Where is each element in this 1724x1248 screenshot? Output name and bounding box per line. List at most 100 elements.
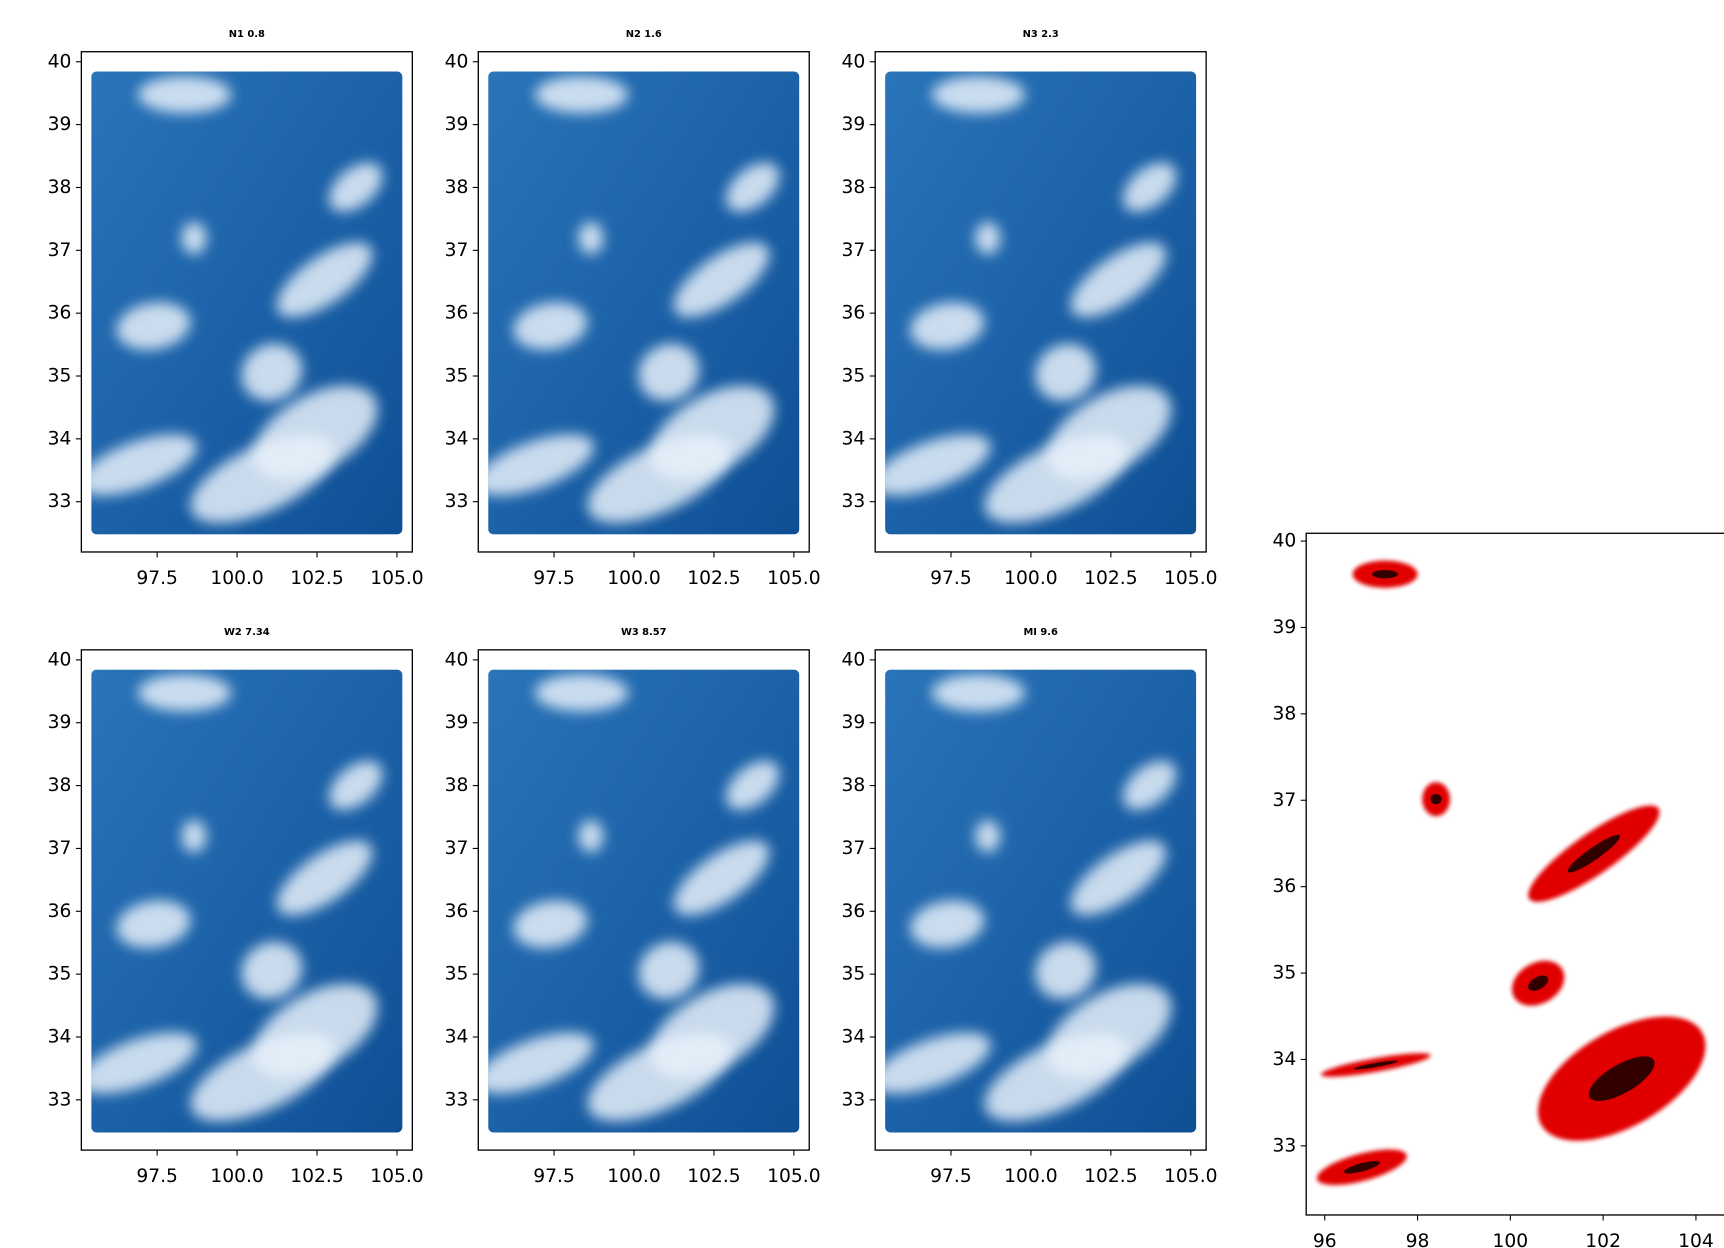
image — [91, 71, 403, 535]
cloud — [885, 1032, 991, 1094]
cloud — [190, 434, 335, 523]
cloud — [181, 820, 207, 853]
y-tick-label: 34 — [842, 1026, 866, 1047]
cloud — [726, 162, 780, 212]
axes-frame — [1305, 532, 1724, 1216]
cloud — [513, 302, 588, 350]
x-tick-label: 98 — [1406, 1231, 1430, 1248]
cloud — [190, 1032, 335, 1122]
y-tick-label: 39 — [842, 712, 866, 733]
x-tick-label: 100.0 — [607, 1166, 661, 1187]
y-tick-label: 39 — [48, 114, 72, 135]
cloud — [587, 1032, 732, 1122]
y-tick-label: 37 — [842, 240, 866, 261]
x-tick-label: 100.0 — [210, 1166, 264, 1187]
cloud — [137, 76, 232, 114]
cloud — [931, 76, 1026, 114]
y-tick-label: 38 — [445, 177, 469, 198]
y-tick-label: 38 — [48, 177, 72, 198]
image — [885, 71, 1197, 535]
dark-core — [1343, 1161, 1380, 1174]
dark-core — [1372, 570, 1399, 579]
y-tick-label: 34 — [445, 1026, 469, 1047]
axes-frame — [874, 51, 1207, 553]
y-tick-label: 34 — [1273, 1049, 1297, 1070]
y-tick-label: 39 — [445, 712, 469, 733]
y-tick-label: 37 — [445, 838, 469, 859]
y-tick-label: 40 — [445, 649, 469, 670]
y-tick-label: 35 — [48, 964, 72, 985]
y-tick-label: 33 — [48, 1089, 72, 1110]
cloud — [673, 840, 770, 916]
cloud — [137, 674, 232, 712]
subplot: 97.5 100.0 102.5 105.0 33 34 35 36 37 38 39 40 N3 2.… — [842, 29, 1218, 589]
cloud — [276, 840, 373, 916]
subplot-title: N1 0.8 — [229, 29, 265, 40]
x-tick-label: 100.0 — [1004, 568, 1058, 589]
cloud — [984, 1032, 1129, 1122]
cloud — [91, 1032, 197, 1094]
dark-core — [1528, 975, 1549, 991]
image — [1316, 560, 1706, 1186]
x-tick-label: 102.5 — [290, 568, 344, 589]
y-tick-label: 36 — [842, 303, 866, 324]
cloud — [910, 302, 985, 350]
axes-frame — [477, 649, 810, 1151]
cloud — [587, 434, 732, 523]
y-tick-label: 39 — [1273, 617, 1297, 638]
y-tick-label: 37 — [842, 838, 866, 859]
y-tick-label: 37 — [48, 838, 72, 859]
y-tick-label: 35 — [842, 366, 866, 387]
y-tick-label: 35 — [842, 964, 866, 985]
x-tick-label: 104 — [1678, 1231, 1714, 1248]
subplot-title: N3 2.3 — [1023, 29, 1059, 40]
cloud — [885, 434, 991, 496]
cloud — [975, 820, 1001, 853]
x-tick-label: 96 — [1313, 1231, 1337, 1248]
y-tick-label: 33 — [842, 1089, 866, 1110]
y-tick-label: 38 — [1273, 703, 1297, 724]
subplot: 97.5 100.0 102.5 105.0 33 34 35 36 37 38 39 40 N1 0.… — [48, 29, 424, 589]
x-tick-label: 102.5 — [1084, 568, 1138, 589]
x-tick-label: 102.5 — [1084, 1166, 1138, 1187]
y-tick-label: 36 — [445, 303, 469, 324]
x-tick-label: 97.5 — [136, 1166, 178, 1187]
subplot: 97.5 100.0 102.5 105.0 33 34 35 36 37 38 39 40 N2 1.… — [445, 29, 821, 589]
y-tick-label: 39 — [48, 712, 72, 733]
dark-core — [1567, 834, 1620, 873]
y-tick-label: 33 — [1273, 1135, 1297, 1156]
y-tick-label: 34 — [842, 428, 866, 449]
axes-frame — [80, 649, 413, 1151]
cloud — [116, 900, 191, 948]
x-tick-label: 105.0 — [1164, 1166, 1218, 1187]
x-tick-label: 97.5 — [533, 568, 575, 589]
cloud — [488, 434, 594, 496]
x-tick-label: 105.0 — [1164, 568, 1218, 589]
x-tick-label: 102.5 — [687, 1166, 741, 1187]
cloud — [488, 1032, 594, 1094]
y-tick-label: 33 — [445, 1089, 469, 1110]
cloud — [1035, 941, 1096, 1000]
y-tick-label: 40 — [48, 51, 72, 72]
x-tick-label: 102.5 — [687, 568, 741, 589]
x-tick-label: 97.5 — [930, 1166, 972, 1187]
x-tick-label: 97.5 — [930, 568, 972, 589]
cloud — [726, 760, 780, 810]
cloud — [578, 221, 604, 255]
y-tick-label: 39 — [445, 114, 469, 135]
image — [488, 71, 800, 535]
subplot: 97.5 100.0 102.5 105.0 33 34 35 36 37 38 39 40 MI 9.… — [842, 627, 1218, 1187]
dark-core — [1588, 1056, 1655, 1101]
y-tick-label: 40 — [48, 649, 72, 670]
subplot: 97.5 100.0 102.5 105.0 33 34 35 36 37 38 39 40 W3 8.… — [445, 627, 821, 1187]
x-tick-label: 105.0 — [370, 1166, 424, 1187]
x-tick-label: 105.0 — [767, 568, 821, 589]
y-tick-label: 36 — [48, 901, 72, 922]
subplot-title: N2 1.6 — [626, 29, 662, 40]
cloud — [1070, 840, 1167, 916]
y-tick-label: 34 — [48, 1026, 72, 1047]
cloud — [91, 434, 197, 496]
y-tick-label: 35 — [1273, 963, 1297, 984]
y-tick-label: 36 — [1273, 876, 1297, 897]
